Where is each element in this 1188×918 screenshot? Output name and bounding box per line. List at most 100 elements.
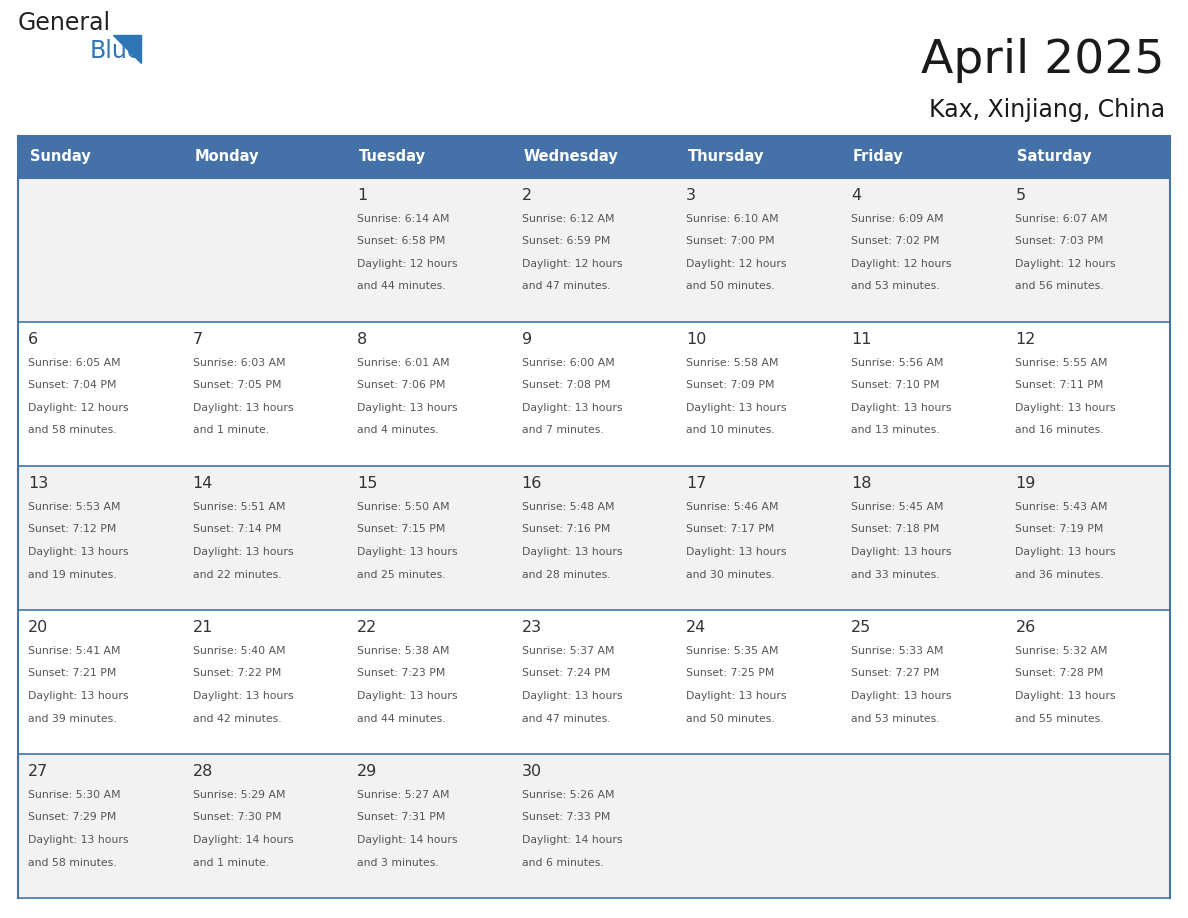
Text: and 4 minutes.: and 4 minutes. bbox=[358, 426, 438, 435]
Text: and 53 minutes.: and 53 minutes. bbox=[851, 282, 940, 292]
Text: and 33 minutes.: and 33 minutes. bbox=[851, 569, 940, 579]
Text: 23: 23 bbox=[522, 620, 542, 635]
Text: Sunrise: 5:26 AM: Sunrise: 5:26 AM bbox=[522, 790, 614, 800]
Text: Sunset: 7:25 PM: Sunset: 7:25 PM bbox=[687, 668, 775, 678]
Text: 18: 18 bbox=[851, 476, 871, 491]
Text: Daylight: 13 hours: Daylight: 13 hours bbox=[192, 547, 293, 557]
Text: Sunrise: 5:38 AM: Sunrise: 5:38 AM bbox=[358, 646, 449, 656]
Text: Daylight: 14 hours: Daylight: 14 hours bbox=[192, 835, 293, 845]
Text: 15: 15 bbox=[358, 476, 378, 491]
Text: Sunset: 7:27 PM: Sunset: 7:27 PM bbox=[851, 668, 940, 678]
Text: Sunset: 7:22 PM: Sunset: 7:22 PM bbox=[192, 668, 280, 678]
Text: and 53 minutes.: and 53 minutes. bbox=[851, 713, 940, 723]
Text: and 19 minutes.: and 19 minutes. bbox=[29, 569, 116, 579]
Text: Kax, Xinjiang, China: Kax, Xinjiang, China bbox=[929, 98, 1165, 122]
Text: Sunset: 7:10 PM: Sunset: 7:10 PM bbox=[851, 380, 940, 390]
Text: Sunset: 7:33 PM: Sunset: 7:33 PM bbox=[522, 812, 611, 823]
Text: and 50 minutes.: and 50 minutes. bbox=[687, 713, 775, 723]
Text: Sunrise: 5:46 AM: Sunrise: 5:46 AM bbox=[687, 502, 779, 512]
Text: 12: 12 bbox=[1016, 332, 1036, 347]
Text: and 22 minutes.: and 22 minutes. bbox=[192, 569, 282, 579]
Text: Sunrise: 5:27 AM: Sunrise: 5:27 AM bbox=[358, 790, 449, 800]
Text: 26: 26 bbox=[1016, 620, 1036, 635]
Text: Sunrise: 5:37 AM: Sunrise: 5:37 AM bbox=[522, 646, 614, 656]
Text: 22: 22 bbox=[358, 620, 378, 635]
Text: Blue: Blue bbox=[90, 39, 143, 63]
Text: Sunset: 7:04 PM: Sunset: 7:04 PM bbox=[29, 380, 116, 390]
Text: Daylight: 12 hours: Daylight: 12 hours bbox=[851, 259, 952, 269]
Text: 4: 4 bbox=[851, 188, 861, 203]
Text: Daylight: 12 hours: Daylight: 12 hours bbox=[522, 259, 623, 269]
Bar bbox=[18, 136, 1170, 178]
Text: 8: 8 bbox=[358, 332, 367, 347]
Text: Daylight: 13 hours: Daylight: 13 hours bbox=[687, 547, 786, 557]
Text: Sunrise: 5:43 AM: Sunrise: 5:43 AM bbox=[1016, 502, 1108, 512]
Text: Daylight: 13 hours: Daylight: 13 hours bbox=[1016, 547, 1116, 557]
Text: Daylight: 14 hours: Daylight: 14 hours bbox=[358, 835, 457, 845]
Text: and 39 minutes.: and 39 minutes. bbox=[29, 713, 116, 723]
Text: 29: 29 bbox=[358, 764, 378, 779]
Text: Sunset: 7:09 PM: Sunset: 7:09 PM bbox=[687, 380, 775, 390]
Text: and 25 minutes.: and 25 minutes. bbox=[358, 569, 446, 579]
Text: Daylight: 12 hours: Daylight: 12 hours bbox=[358, 259, 457, 269]
Text: and 47 minutes.: and 47 minutes. bbox=[522, 282, 611, 292]
Text: Sunrise: 6:00 AM: Sunrise: 6:00 AM bbox=[522, 358, 614, 368]
Text: Daylight: 12 hours: Daylight: 12 hours bbox=[687, 259, 786, 269]
Text: 20: 20 bbox=[29, 620, 49, 635]
Text: Daylight: 13 hours: Daylight: 13 hours bbox=[687, 691, 786, 701]
Text: Sunrise: 5:41 AM: Sunrise: 5:41 AM bbox=[29, 646, 120, 656]
Text: 7: 7 bbox=[192, 332, 203, 347]
Text: 14: 14 bbox=[192, 476, 213, 491]
Text: Sunset: 7:30 PM: Sunset: 7:30 PM bbox=[192, 812, 282, 823]
Text: Daylight: 13 hours: Daylight: 13 hours bbox=[851, 403, 952, 413]
Bar bbox=[18, 754, 1170, 898]
Text: and 44 minutes.: and 44 minutes. bbox=[358, 282, 446, 292]
Text: Sunset: 7:18 PM: Sunset: 7:18 PM bbox=[851, 524, 940, 534]
Text: and 10 minutes.: and 10 minutes. bbox=[687, 426, 775, 435]
Text: Daylight: 13 hours: Daylight: 13 hours bbox=[522, 403, 623, 413]
Text: Sunset: 7:29 PM: Sunset: 7:29 PM bbox=[29, 812, 116, 823]
Text: 3: 3 bbox=[687, 188, 696, 203]
Text: Sunrise: 5:29 AM: Sunrise: 5:29 AM bbox=[192, 790, 285, 800]
Text: Sunset: 7:08 PM: Sunset: 7:08 PM bbox=[522, 380, 611, 390]
Text: Sunrise: 5:51 AM: Sunrise: 5:51 AM bbox=[192, 502, 285, 512]
Text: Sunset: 7:05 PM: Sunset: 7:05 PM bbox=[192, 380, 282, 390]
Text: Sunrise: 5:30 AM: Sunrise: 5:30 AM bbox=[29, 790, 121, 800]
Text: Daylight: 13 hours: Daylight: 13 hours bbox=[851, 691, 952, 701]
Text: Daylight: 13 hours: Daylight: 13 hours bbox=[687, 403, 786, 413]
Text: Sunset: 6:58 PM: Sunset: 6:58 PM bbox=[358, 237, 446, 247]
Text: and 56 minutes.: and 56 minutes. bbox=[1016, 282, 1104, 292]
Text: Sunrise: 6:12 AM: Sunrise: 6:12 AM bbox=[522, 214, 614, 224]
Text: 27: 27 bbox=[29, 764, 49, 779]
Text: Daylight: 13 hours: Daylight: 13 hours bbox=[522, 691, 623, 701]
Bar bbox=[18, 178, 1170, 322]
Text: 1: 1 bbox=[358, 188, 367, 203]
Text: Friday: Friday bbox=[853, 150, 904, 164]
Text: Sunrise: 6:10 AM: Sunrise: 6:10 AM bbox=[687, 214, 779, 224]
Text: 21: 21 bbox=[192, 620, 213, 635]
Text: Sunrise: 6:14 AM: Sunrise: 6:14 AM bbox=[358, 214, 449, 224]
Text: Sunrise: 5:53 AM: Sunrise: 5:53 AM bbox=[29, 502, 120, 512]
Text: Daylight: 13 hours: Daylight: 13 hours bbox=[358, 547, 457, 557]
Text: Daylight: 12 hours: Daylight: 12 hours bbox=[29, 403, 128, 413]
Text: Sunrise: 5:35 AM: Sunrise: 5:35 AM bbox=[687, 646, 779, 656]
Text: Sunrise: 5:33 AM: Sunrise: 5:33 AM bbox=[851, 646, 943, 656]
Text: Sunset: 7:17 PM: Sunset: 7:17 PM bbox=[687, 524, 775, 534]
Text: Sunrise: 5:45 AM: Sunrise: 5:45 AM bbox=[851, 502, 943, 512]
Text: 25: 25 bbox=[851, 620, 871, 635]
Text: Sunset: 7:24 PM: Sunset: 7:24 PM bbox=[522, 668, 611, 678]
Text: Sunrise: 5:55 AM: Sunrise: 5:55 AM bbox=[1016, 358, 1108, 368]
Text: and 7 minutes.: and 7 minutes. bbox=[522, 426, 604, 435]
Text: 13: 13 bbox=[29, 476, 49, 491]
Text: Daylight: 13 hours: Daylight: 13 hours bbox=[522, 547, 623, 557]
Text: Daylight: 13 hours: Daylight: 13 hours bbox=[851, 547, 952, 557]
Text: and 44 minutes.: and 44 minutes. bbox=[358, 713, 446, 723]
Text: and 36 minutes.: and 36 minutes. bbox=[1016, 569, 1104, 579]
Text: 6: 6 bbox=[29, 332, 38, 347]
Text: Sunrise: 5:32 AM: Sunrise: 5:32 AM bbox=[1016, 646, 1108, 656]
Text: Daylight: 13 hours: Daylight: 13 hours bbox=[192, 691, 293, 701]
Text: Monday: Monday bbox=[195, 150, 259, 164]
Text: Daylight: 14 hours: Daylight: 14 hours bbox=[522, 835, 623, 845]
Text: and 6 minutes.: and 6 minutes. bbox=[522, 857, 604, 868]
Text: Sunset: 7:15 PM: Sunset: 7:15 PM bbox=[358, 524, 446, 534]
